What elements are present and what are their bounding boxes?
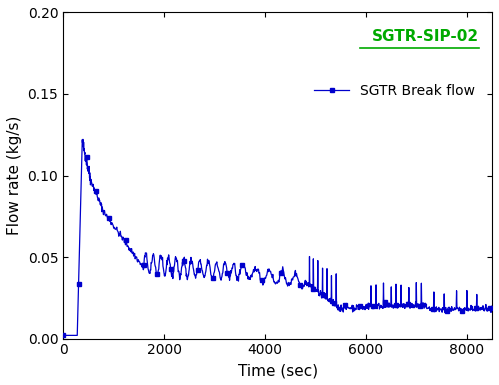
Y-axis label: Flow rate (kg/s): Flow rate (kg/s) [7, 116, 22, 235]
X-axis label: Time (sec): Time (sec) [238, 363, 318, 378]
Text: SGTR-SIP-02: SGTR-SIP-02 [372, 29, 479, 44]
Legend: SGTR Break flow: SGTR Break flow [309, 78, 481, 103]
